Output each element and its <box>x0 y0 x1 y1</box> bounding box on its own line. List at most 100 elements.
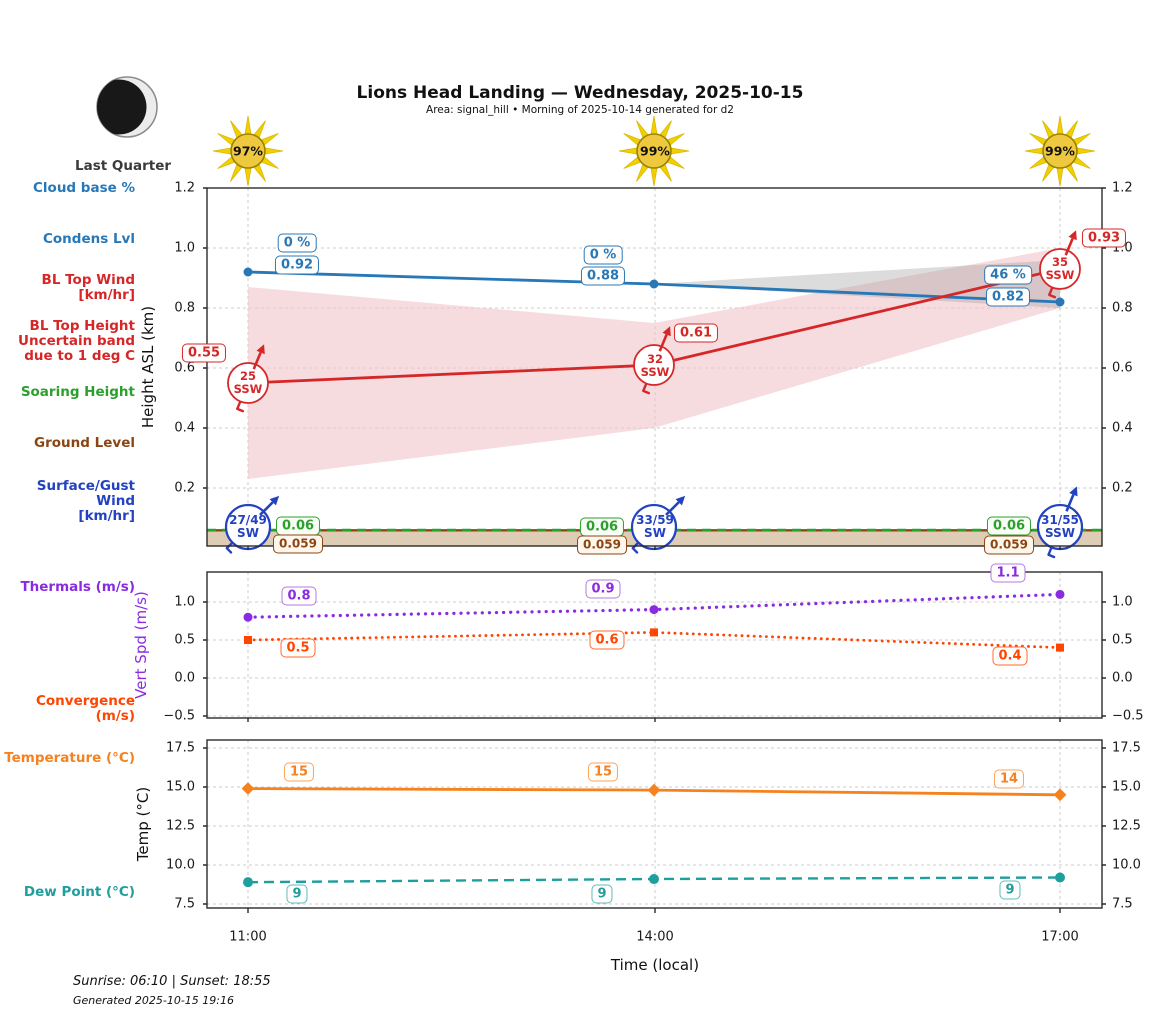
dew-point-label: 9 <box>591 884 613 904</box>
y-tick: 7.5 <box>174 896 195 912</box>
temperature-label: 14 <box>993 769 1025 789</box>
y-tick: 0.6 <box>1112 360 1133 376</box>
soaring-height-label: 0.06 <box>275 516 321 536</box>
legend-temperature: Temperature (°C) <box>4 750 135 766</box>
bl-top-height-label: 0.55 <box>181 343 227 363</box>
y-tick: 17.5 <box>1112 740 1141 756</box>
sun-icon <box>1024 115 1096 187</box>
temperature-label: 15 <box>283 762 315 782</box>
y-tick: 10.0 <box>1112 857 1141 873</box>
sun-icon <box>212 115 284 187</box>
y-tick: 0.6 <box>174 360 195 376</box>
y-tick: 15.0 <box>1112 779 1141 795</box>
y-tick: 1.2 <box>174 180 195 196</box>
condens-lvl-label: 0.92 <box>274 255 320 275</box>
vertspd-chart-data-layer <box>243 589 1065 652</box>
sun-cover-percent: 99% <box>1045 143 1075 159</box>
convergence-line <box>246 630 1062 649</box>
height-chart-data-layer <box>207 115 1102 559</box>
surface-gust-wind-value: 27/49 SW <box>229 513 267 540</box>
y-tick: 12.5 <box>1112 818 1141 834</box>
bl-top-height-label: 0.93 <box>1081 228 1127 248</box>
bl-top-wind-circle <box>633 344 675 386</box>
bl-top-height-label: 0.61 <box>673 323 719 343</box>
legend-bl-uncertain-band: BL Top Height Uncertain band due to 1 deg … <box>18 318 135 364</box>
legend-cloud-base: Cloud base % <box>33 180 135 196</box>
surface-gust-wind-value: 33/59 SW <box>636 513 674 540</box>
convergence-label: 0.5 <box>280 638 316 658</box>
y-tick: 1.2 <box>1112 180 1133 196</box>
ground-level-label: 0.059 <box>984 535 1034 555</box>
y-tick: 17.5 <box>166 740 195 756</box>
y-tick: −0.5 <box>1112 708 1144 724</box>
x-tick: 17:00 <box>1041 929 1079 945</box>
convergence-label: 0.4 <box>992 646 1028 666</box>
y-tick: 1.0 <box>174 594 195 610</box>
legend-ground-level: Ground Level <box>34 435 135 451</box>
y-tick: 0.4 <box>174 420 195 436</box>
y-tick: 10.0 <box>166 857 195 873</box>
bl-top-wind-circle <box>1039 248 1081 290</box>
sun-cover-percent: 99% <box>640 143 670 159</box>
bl-top-wind-value: 35 SSW <box>1045 255 1075 282</box>
cloud-base-pct-label: 46 % <box>984 265 1032 285</box>
bl-top-wind-value: 32 SSW <box>640 352 670 379</box>
y-tick: 0.5 <box>174 632 195 648</box>
moon-phase-icon <box>96 76 158 138</box>
thermals-label: 1.1 <box>990 563 1026 583</box>
thermals-label: 0.8 <box>281 586 317 606</box>
y-tick: 12.5 <box>166 818 195 834</box>
dew-point-label: 9 <box>286 884 308 904</box>
y-tick: 0.2 <box>174 480 195 496</box>
surface-wind-circle <box>630 503 678 551</box>
condens-uncertainty-band <box>653 260 1060 308</box>
generated-note: Generated 2025-10-15 19:16 <box>73 994 234 1007</box>
bl-top-wind-circle <box>227 362 269 404</box>
legend-thermals: Thermals (m/s) <box>20 579 135 595</box>
y-tick: −0.5 <box>163 708 195 724</box>
x-tick: 11:00 <box>229 929 267 945</box>
cloud-base-pct-label: 0 % <box>583 245 623 265</box>
temperature-label: 15 <box>587 762 619 782</box>
y-tick: 0.5 <box>1112 632 1133 648</box>
cloud-base-pct-label: 0 % <box>277 233 317 253</box>
y-tick: 7.5 <box>1112 896 1133 912</box>
y-tick: 0.0 <box>1112 670 1133 686</box>
soaring-height-label: 0.06 <box>986 516 1032 536</box>
y-tick: 15.0 <box>166 779 195 795</box>
legend-convergence: Convergence (m/s) <box>36 693 135 724</box>
page-title: Lions Head Landing — Wednesday, 2025-10-… <box>356 83 804 103</box>
convergence-label: 0.6 <box>589 630 625 650</box>
soaring-height-label: 0.06 <box>579 517 625 537</box>
y-tick: 0.4 <box>1112 420 1133 436</box>
sun-cover-percent: 97% <box>233 143 263 159</box>
ground-level-label: 0.059 <box>273 534 323 554</box>
moon-phase-label: Last Quarter <box>74 158 172 174</box>
page-subtitle: Area: signal_hill • Morning of 2025-10-1… <box>426 104 734 116</box>
legend-dew-point: Dew Point (°C) <box>23 884 135 900</box>
sunrise-sunset-note: Sunrise: 06:10 | Sunset: 18:55 <box>73 974 271 989</box>
y-tick: 0.2 <box>1112 480 1133 496</box>
bl-top-wind-value: 25 SSW <box>233 369 263 396</box>
y-tick: 0.8 <box>1112 300 1133 316</box>
y-tick: 0.8 <box>174 300 195 316</box>
temp-chart-data-layer <box>241 782 1067 888</box>
surface-gust-wind-value: 31/55 SSW <box>1041 513 1079 540</box>
condens-lvl-label: 0.88 <box>580 266 626 286</box>
y-tick: 1.0 <box>174 240 195 256</box>
sun-icon <box>618 115 690 187</box>
legend-soaring-height: Soaring Height <box>20 384 135 400</box>
y-tick: 1.0 <box>1112 594 1133 610</box>
y-tick: 0.0 <box>174 670 195 686</box>
x-tick: 14:00 <box>636 929 674 945</box>
axes-frames <box>203 187 1106 913</box>
condens-lvl-label: 0.82 <box>985 287 1031 307</box>
ground-level-label: 0.059 <box>577 535 627 555</box>
legend-surface-gust-wind: Surface/Gust Wind [km/hr] <box>36 478 135 524</box>
thermals-label: 0.9 <box>585 579 621 599</box>
dew-point-label: 9 <box>999 880 1021 900</box>
legend-condens-lvl: Condens Lvl <box>43 231 135 247</box>
legend-bl-top-wind: BL Top Wind [km/hr] <box>41 272 135 303</box>
